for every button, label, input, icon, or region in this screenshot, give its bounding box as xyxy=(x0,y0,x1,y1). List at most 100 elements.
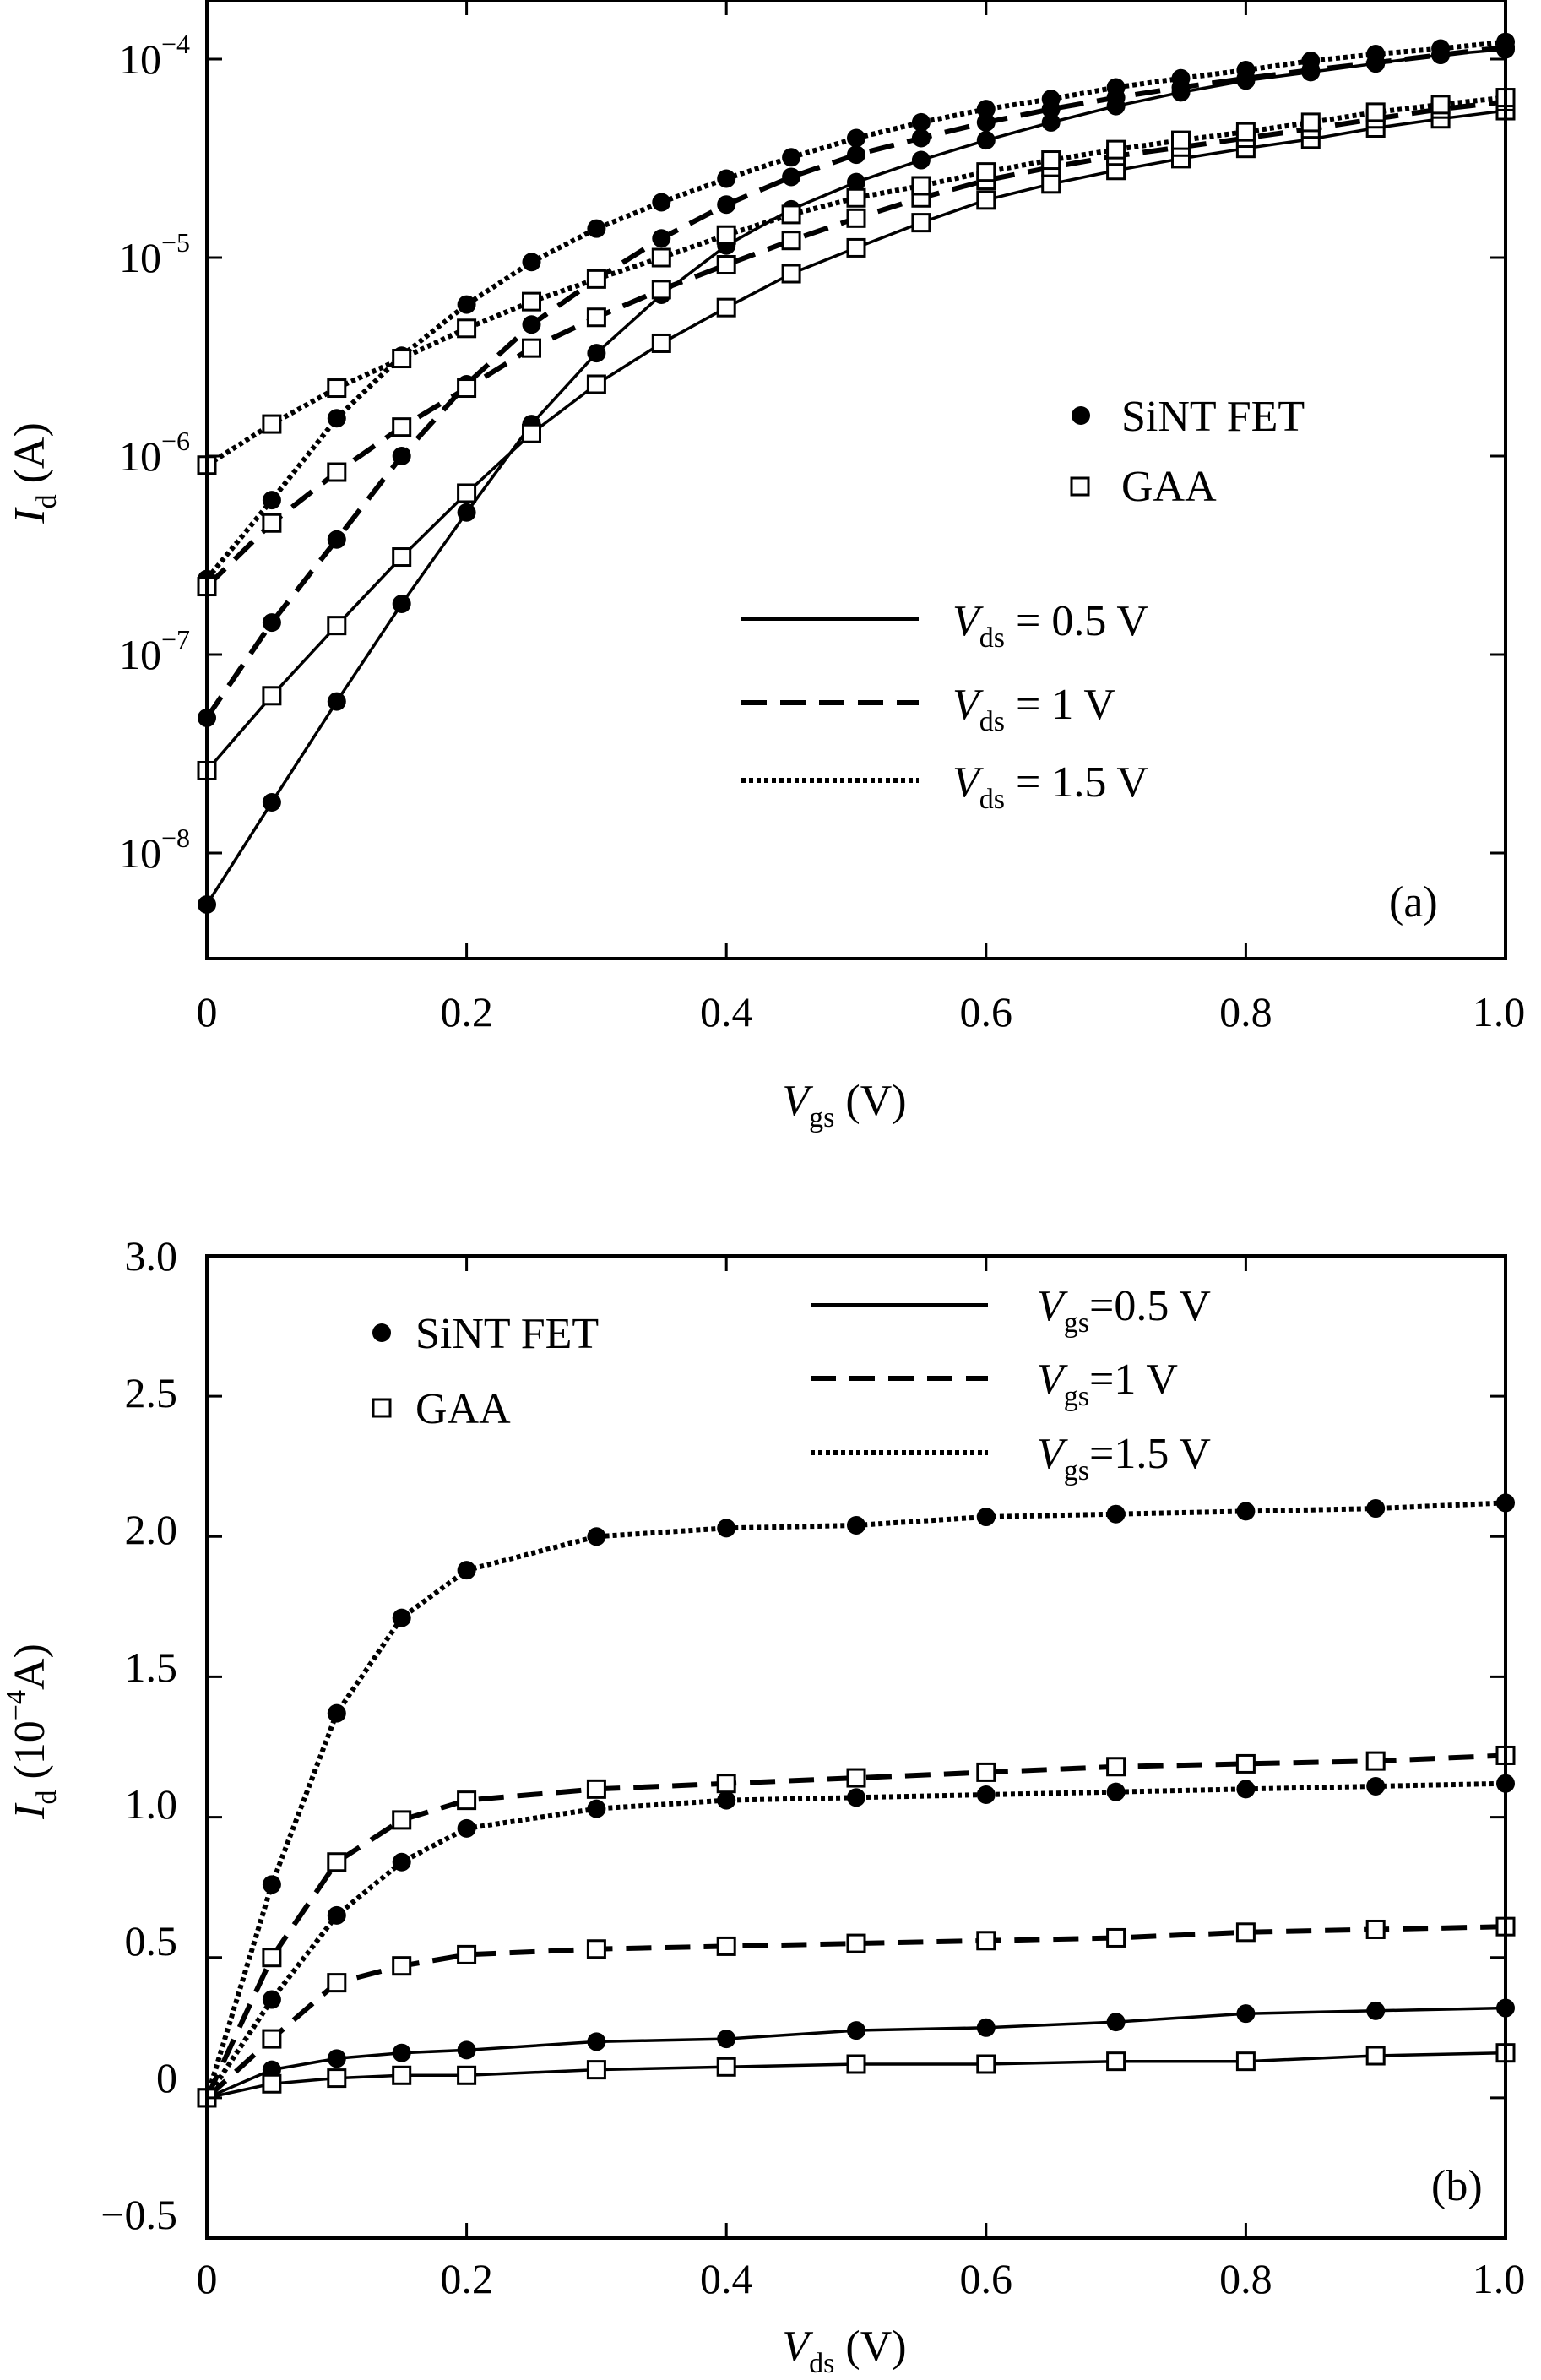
panel-a-label: (a) xyxy=(1389,878,1438,926)
data-point-gaa xyxy=(1365,2046,1386,2066)
legend-label: Vgs=1 V xyxy=(1037,1356,1178,1412)
data-point-gaa xyxy=(846,237,866,258)
panel-a-y-axis-label: Id (A) xyxy=(6,422,62,524)
data-point-sint-fet xyxy=(911,150,931,170)
data-point-gaa xyxy=(262,686,282,706)
data-point-sint-fet xyxy=(847,1515,865,1535)
data-point-gaa xyxy=(911,176,931,196)
x-tick-label: 1.0 xyxy=(1473,2255,1526,2302)
panel-a-ticks xyxy=(205,0,1507,959)
x-tick-label: 0.6 xyxy=(960,988,1013,1035)
series-line-gaa-dotted xyxy=(205,95,1506,468)
data-point-sint-fet xyxy=(1236,1502,1256,1521)
legend-item-line-dashed: Vds = 1 V xyxy=(741,681,1115,737)
legend-label: SiNT FET xyxy=(1121,393,1305,441)
data-point-sint-fet xyxy=(1366,1499,1386,1519)
data-point-gaa xyxy=(1235,122,1256,142)
data-point-sint-fet xyxy=(717,195,736,215)
data-point-sint-fet xyxy=(911,112,931,132)
data-point-sint-fet xyxy=(1431,39,1451,58)
data-point-gaa xyxy=(392,417,412,437)
data-point-sint-fet xyxy=(587,2032,606,2051)
y-tick-label: 10−6 xyxy=(119,426,190,480)
data-point-gaa xyxy=(1106,1927,1126,1948)
data-point-sint-fet xyxy=(327,409,346,428)
panel-a-x-tick-labels: 0 0.2 0.4 0.6 0.8 1.0 xyxy=(197,988,1526,1035)
data-point-sint-fet xyxy=(1301,52,1321,71)
data-point-sint-fet xyxy=(717,2030,736,2049)
data-point-sint-fet xyxy=(1366,2001,1386,2020)
data-point-gaa xyxy=(716,255,736,275)
y-tick-label: 0 xyxy=(156,2054,177,2101)
data-point-sint-fet xyxy=(457,2040,476,2060)
data-point-gaa xyxy=(976,1931,996,1951)
data-point-sint-fet xyxy=(1236,61,1256,80)
panel-a-legend: SiNT FET GAA Vds = 0.5 V Vds = 1 V Vds =… xyxy=(741,393,1305,815)
data-point-sint-fet xyxy=(976,100,996,119)
data-point-sint-fet xyxy=(522,253,541,272)
x-tick-label: 0 xyxy=(197,2255,218,2302)
legend-label: SiNT FET xyxy=(415,1310,599,1358)
x-tick-label: 0.8 xyxy=(1219,2255,1272,2302)
data-point-gaa xyxy=(457,483,477,503)
data-point-gaa xyxy=(262,1948,282,1968)
data-point-sint-fet xyxy=(392,595,411,614)
y-tick-label: 10−5 xyxy=(119,227,190,281)
legend-item-gaa: GAA xyxy=(372,1385,511,1433)
data-point-sint-fet xyxy=(327,1905,346,1925)
data-point-gaa xyxy=(781,204,801,225)
data-point-sint-fet xyxy=(1106,1504,1126,1524)
data-point-sint-fet xyxy=(976,2018,996,2037)
data-point-gaa xyxy=(1171,130,1191,150)
data-point-sint-fet xyxy=(262,1875,281,1894)
data-point-gaa xyxy=(586,374,606,394)
panel-b-plot-frame xyxy=(205,1254,1507,2240)
data-point-gaa xyxy=(911,213,931,233)
data-point-sint-fet xyxy=(457,295,476,314)
data-point-sint-fet xyxy=(782,167,801,187)
data-point-sint-fet xyxy=(1041,90,1061,109)
legend-marker-circle xyxy=(1072,406,1090,425)
data-point-gaa xyxy=(781,264,801,284)
data-point-gaa xyxy=(457,2065,477,2085)
data-point-sint-fet xyxy=(522,315,541,334)
x-tick-label: 0.4 xyxy=(700,988,753,1035)
data-point-gaa xyxy=(457,1790,477,1811)
data-point-sint-fet xyxy=(976,131,996,150)
data-point-gaa xyxy=(1106,139,1126,160)
y-tick-label: 10−7 xyxy=(119,624,190,678)
legend-label: GAA xyxy=(1121,463,1217,511)
data-point-sint-fet xyxy=(1106,78,1126,97)
panel-a: 10−4 10−5 10−6 10−7 10−8 0 0.2 0.4 0.6 0… xyxy=(6,0,1525,1133)
data-point-gaa xyxy=(262,2073,282,2094)
data-point-sint-fet xyxy=(652,229,671,248)
x-tick-label: 1.0 xyxy=(1473,988,1526,1035)
legend-marker-square xyxy=(372,1398,392,1418)
data-point-gaa xyxy=(586,1939,606,1959)
data-point-sint-fet xyxy=(717,169,736,188)
data-point-sint-fet xyxy=(392,2043,411,2062)
data-point-sint-fet xyxy=(327,530,346,549)
data-point-gaa xyxy=(392,1956,412,1976)
data-point-sint-fet xyxy=(457,503,476,522)
data-point-gaa xyxy=(1235,2051,1256,2072)
data-point-gaa xyxy=(586,269,606,289)
data-point-gaa xyxy=(586,307,606,328)
data-point-gaa xyxy=(392,2065,412,2085)
data-point-gaa xyxy=(327,2068,347,2089)
panel-b: 3.0 2.5 2.0 1.5 1.0 0.5 0 −0.5 0 0.2 0.4… xyxy=(1,1232,1525,2379)
data-point-sint-fet xyxy=(392,1852,411,1872)
data-point-sint-fet xyxy=(847,172,865,192)
data-point-sint-fet xyxy=(262,613,281,633)
x-tick-label: 0.2 xyxy=(440,2255,493,2302)
data-point-gaa xyxy=(1041,174,1061,194)
legend-item-line-solid: Vds = 0.5 V xyxy=(741,597,1148,654)
data-point-gaa xyxy=(327,378,347,399)
legend-item-sint-fet: SiNT FET xyxy=(1072,393,1305,441)
data-point-gaa xyxy=(522,338,541,358)
data-point-gaa xyxy=(716,297,736,318)
legend-label: GAA xyxy=(415,1385,511,1433)
y-tick-label: 10−4 xyxy=(119,29,190,83)
data-point-sint-fet xyxy=(847,145,865,165)
x-tick-label: 0.8 xyxy=(1219,988,1272,1035)
